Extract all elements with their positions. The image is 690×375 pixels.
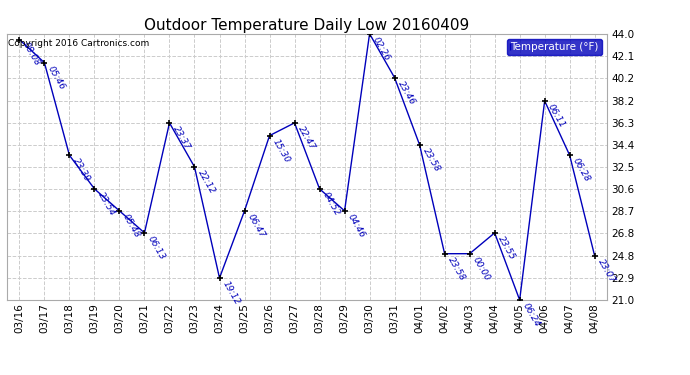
Text: 08:08: 08:08 [21, 41, 41, 68]
Text: Copyright 2016 Cartronics.com: Copyright 2016 Cartronics.com [8, 39, 149, 48]
Text: 02:26: 02:26 [371, 35, 392, 62]
Title: Outdoor Temperature Daily Low 20160409: Outdoor Temperature Daily Low 20160409 [144, 18, 470, 33]
Text: 06:28: 06:28 [571, 157, 592, 184]
Text: 23:54: 23:54 [96, 190, 117, 217]
Text: 05:46: 05:46 [46, 64, 67, 91]
Text: 22:47: 22:47 [296, 124, 317, 151]
Text: 00:00: 00:00 [471, 255, 492, 282]
Text: 23:46: 23:46 [396, 79, 417, 106]
Text: 04:52: 04:52 [321, 190, 342, 217]
Text: 06:11: 06:11 [546, 102, 567, 129]
Text: 23:37: 23:37 [171, 124, 192, 151]
Text: 06:47: 06:47 [246, 212, 267, 239]
Text: 04:46: 04:46 [346, 212, 367, 239]
Text: 23:58: 23:58 [421, 146, 442, 173]
Text: 23:55: 23:55 [496, 234, 517, 261]
Text: 19:12: 19:12 [221, 279, 242, 306]
Text: 06:24: 06:24 [521, 302, 542, 328]
Text: 05:48: 05:48 [121, 212, 141, 239]
Text: 22:12: 22:12 [196, 168, 217, 195]
Text: 23:58: 23:58 [446, 255, 467, 282]
Legend: Temperature (°F): Temperature (°F) [507, 39, 602, 55]
Text: 23:39: 23:39 [71, 157, 92, 184]
Text: 23:07: 23:07 [596, 257, 617, 284]
Text: 06:13: 06:13 [146, 234, 167, 261]
Text: 15:30: 15:30 [271, 137, 292, 164]
